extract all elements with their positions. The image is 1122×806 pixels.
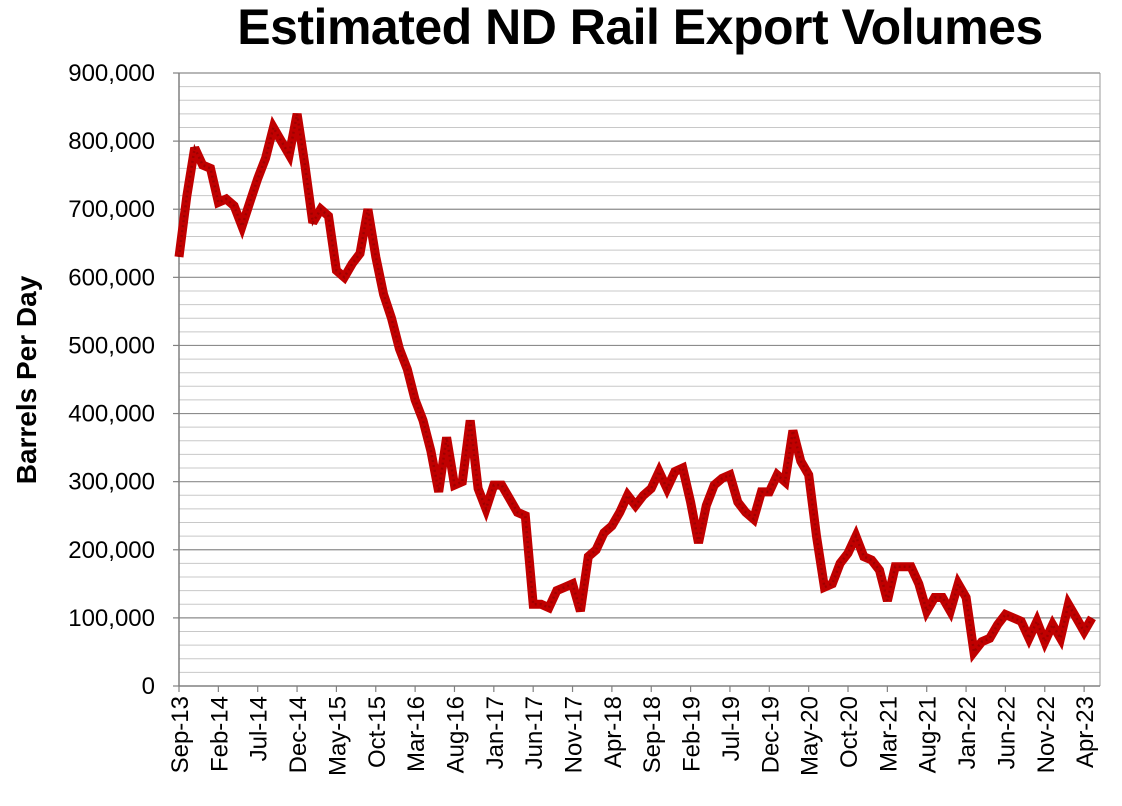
x-tick-label: Nov-22 bbox=[1033, 696, 1060, 773]
rail-export-volume-line-inner bbox=[177, 113, 1094, 655]
x-tick-label: Jul-14 bbox=[246, 696, 273, 761]
x-tick-label: Mar-16 bbox=[403, 696, 430, 772]
x-tick-label: Apr-23 bbox=[1072, 696, 1099, 768]
y-tick-label: 700,000 bbox=[68, 196, 155, 223]
y-tick-label: 600,000 bbox=[68, 264, 155, 291]
chart-title: Estimated ND Rail Export Volumes bbox=[237, 0, 1043, 55]
rail-export-volume-line bbox=[174, 113, 1096, 664]
y-tick-labels: 0 100,000 200,000 300,000 400,000 500,000 600,… bbox=[68, 60, 155, 700]
x-tick-label: Oct-20 bbox=[836, 696, 863, 768]
y-tick-label: 300,000 bbox=[68, 469, 155, 496]
x-tick-label: Jun-22 bbox=[993, 696, 1020, 769]
x-tick-label: May-15 bbox=[324, 696, 351, 776]
x-tick-label: Aug-16 bbox=[442, 696, 469, 773]
x-tick-label: Dec-19 bbox=[757, 696, 784, 773]
series-layer bbox=[174, 113, 1096, 664]
axes bbox=[173, 72, 1100, 692]
x-tick-label: Mar-21 bbox=[875, 696, 902, 772]
x-tick-label: Jan-22 bbox=[954, 696, 981, 769]
y-tick-label: 900,000 bbox=[68, 60, 155, 87]
x-tick-label: Sep-13 bbox=[167, 696, 194, 773]
y-tick-label: 100,000 bbox=[68, 605, 155, 632]
y-tick-label: 500,000 bbox=[68, 332, 155, 359]
x-tick-label: Jan-17 bbox=[482, 696, 509, 769]
y-tick-label: 400,000 bbox=[68, 401, 155, 428]
x-tick-label: Jun-17 bbox=[521, 696, 548, 769]
y-tick-label: 200,000 bbox=[68, 537, 155, 564]
x-tick-label: Sep-18 bbox=[639, 696, 666, 773]
x-tick-label: Apr-18 bbox=[600, 696, 627, 768]
x-tick-label: Nov-17 bbox=[561, 696, 588, 773]
x-tick-label: Aug-21 bbox=[915, 696, 942, 773]
x-tick-label: Dec-14 bbox=[285, 696, 312, 773]
y-tick-label: 800,000 bbox=[68, 128, 155, 155]
x-tick-label: Feb-19 bbox=[679, 696, 706, 772]
x-tick-label: Oct-15 bbox=[364, 696, 391, 768]
x-tick-label: Feb-14 bbox=[206, 696, 233, 772]
gridlines bbox=[179, 72, 1101, 686]
x-tick-labels: Sep-13 Feb-14 Jul-14 Dec-14 May-15 Oct-15 Mar-… bbox=[167, 696, 1099, 776]
y-axis-label: Barrels Per Day bbox=[11, 275, 42, 484]
y-tick-label: 0 bbox=[142, 673, 155, 700]
x-tick-label: May-20 bbox=[797, 696, 824, 776]
x-tick-label: Jul-19 bbox=[718, 696, 745, 761]
